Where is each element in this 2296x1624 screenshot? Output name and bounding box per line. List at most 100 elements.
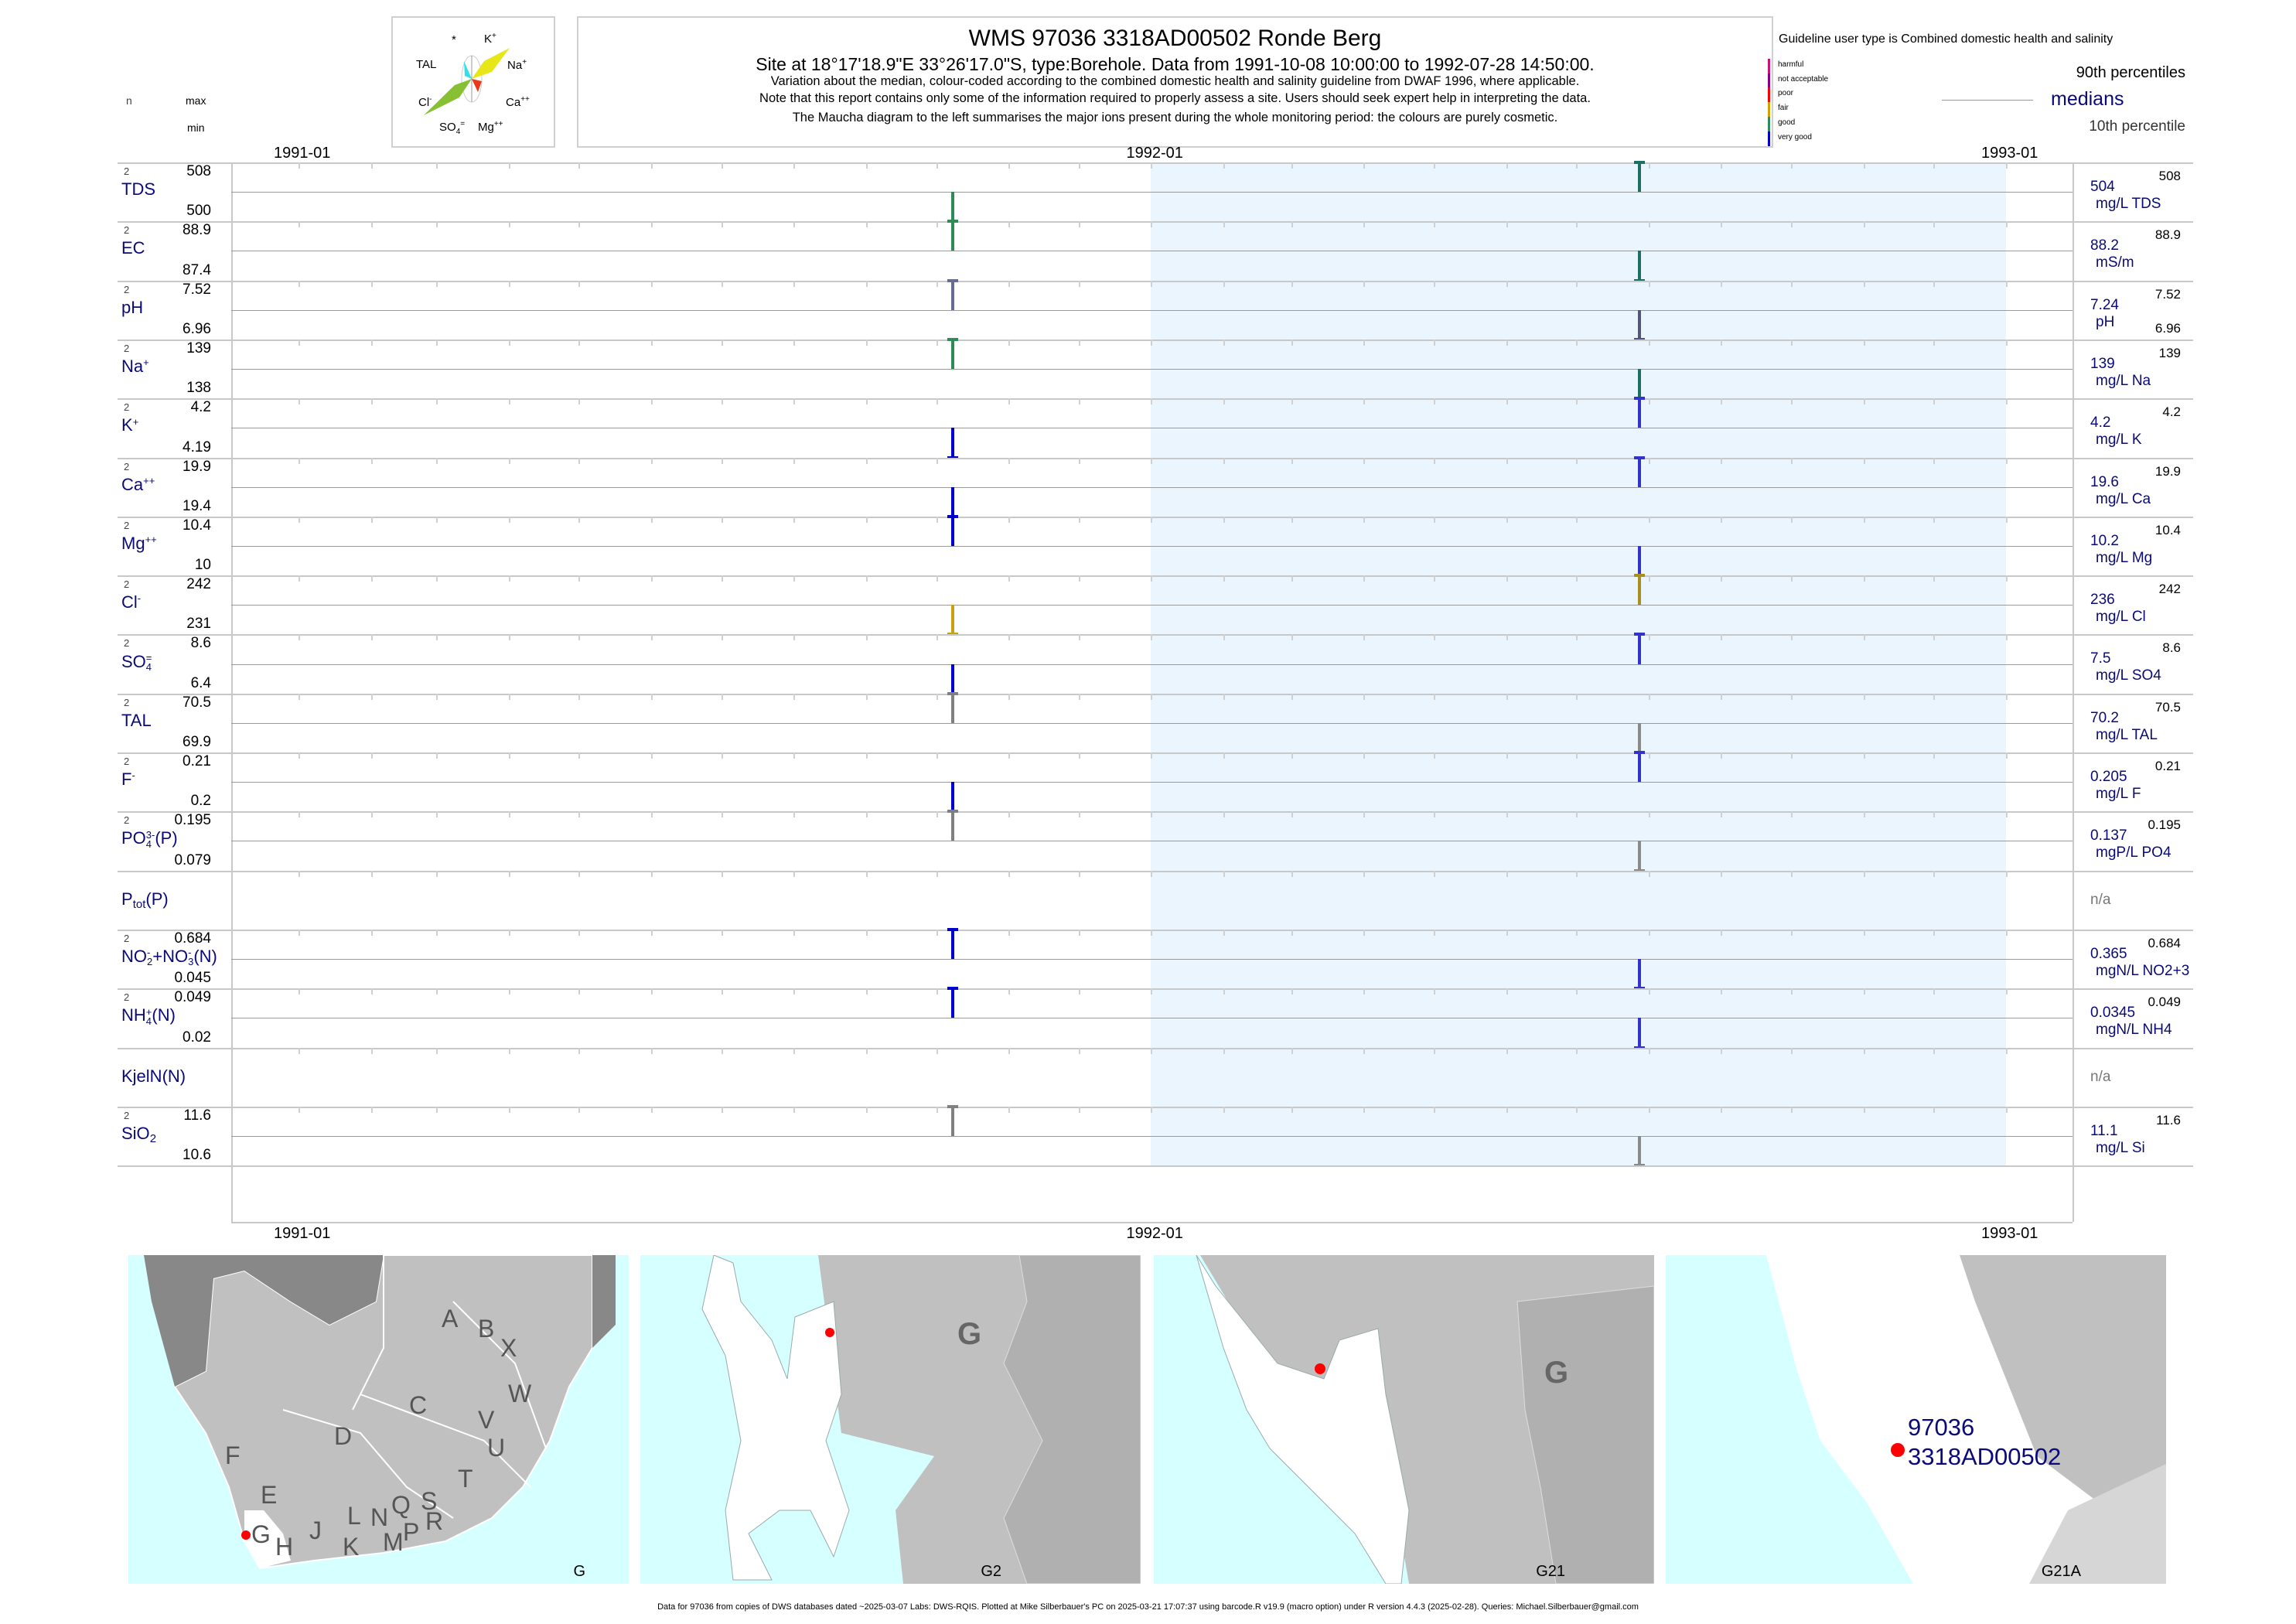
month-tick — [865, 752, 868, 759]
month-tick — [1648, 221, 1650, 228]
row-count: 2 — [124, 1109, 130, 1121]
month-tick — [1791, 752, 1793, 759]
row-unit: mgN/L NH4 — [2096, 1022, 2172, 1039]
row-parameter-name: SO = 4 — [121, 652, 152, 672]
month-tick — [1223, 988, 1226, 995]
month-tick — [651, 870, 653, 877]
legend-class-label: harmful — [1778, 60, 1804, 69]
name-sup-sub: - — [138, 593, 141, 612]
month-tick — [1933, 221, 1936, 228]
month-tick — [299, 280, 300, 287]
row-unit: mgP/L PO4 — [2096, 844, 2171, 861]
month-tick — [436, 752, 438, 759]
month-tick — [1933, 634, 1936, 641]
month-tick — [1506, 575, 1508, 582]
month-tick — [1151, 929, 1153, 936]
row-min: 231 — [186, 616, 211, 633]
month-tick — [721, 811, 723, 818]
month-tick — [865, 221, 868, 228]
month-tick — [1291, 339, 1293, 346]
month-tick — [1506, 1047, 1508, 1054]
row-max: 139 — [186, 339, 211, 357]
month-tick — [1291, 988, 1293, 995]
month-tick — [936, 280, 938, 287]
region-letter: J — [309, 1517, 322, 1544]
x-tick-label-top: 1992-01 — [1126, 145, 1183, 162]
row-median-line — [231, 664, 2073, 665]
month-tick — [1223, 280, 1226, 287]
row-right-max: 242 — [2158, 582, 2181, 597]
month-tick — [2006, 752, 2008, 759]
month-tick — [578, 988, 581, 995]
month-tick — [2006, 929, 2008, 936]
region-letter: T — [458, 1465, 473, 1493]
month-tick — [1291, 280, 1293, 287]
month-tick — [1506, 221, 1508, 228]
month-tick — [865, 339, 868, 346]
month-tick — [1223, 575, 1226, 582]
month-tick — [299, 516, 300, 523]
month-tick — [1151, 398, 1153, 405]
sample-bar — [1637, 162, 1641, 193]
name-sup-sub: ++ — [145, 534, 157, 554]
row-right-max: 88.9 — [2154, 227, 2181, 243]
site-subtitle: Site at 18°17'18.9"E 33°26'17.0"S, type:… — [756, 54, 1595, 74]
maucha-diagram: * K+ TAL Na+ Cl- Ca++ SO4= Mg++ — [391, 16, 555, 148]
month-tick — [1791, 1047, 1793, 1054]
month-tick — [299, 162, 300, 169]
month-tick — [721, 693, 723, 700]
name-superscript: ++ — [145, 534, 157, 546]
month-tick — [1433, 929, 1435, 936]
month-tick — [651, 1106, 653, 1113]
sample-bar — [950, 192, 954, 222]
month-tick — [1648, 752, 1650, 759]
month-tick — [508, 398, 510, 405]
row-divider — [118, 398, 2193, 401]
name-part: EC — [121, 238, 145, 258]
month-tick — [1721, 1106, 1723, 1113]
month-tick — [508, 693, 510, 700]
month-tick — [1576, 398, 1578, 405]
row-unit: mg/L SO4 — [2096, 667, 2161, 684]
month-tick — [370, 634, 373, 641]
month-tick — [1791, 280, 1793, 287]
month-tick — [1791, 575, 1793, 582]
month-tick — [1151, 339, 1153, 346]
row-divider — [118, 752, 2193, 754]
month-tick — [1078, 988, 1080, 995]
month-tick — [1648, 1047, 1650, 1054]
maucha-cl-sector — [424, 79, 472, 115]
row-right-max: 0.049 — [2148, 995, 2181, 1010]
month-tick — [1791, 870, 1793, 877]
row-divider — [118, 162, 2193, 164]
month-tick — [1648, 929, 1650, 936]
row-count: 2 — [124, 342, 130, 354]
month-tick — [2006, 1047, 2008, 1054]
name-part: (P) — [145, 889, 169, 909]
month-tick — [2006, 811, 2008, 818]
name-subscript — [131, 780, 135, 790]
sample-cap — [1633, 397, 1645, 401]
month-tick — [508, 1106, 510, 1113]
month-tick — [1648, 398, 1650, 405]
month-tick — [1151, 634, 1153, 641]
month-tick — [1648, 575, 1650, 582]
month-tick — [1223, 339, 1226, 346]
month-tick — [578, 870, 581, 877]
sample-bar — [1637, 309, 1641, 339]
name-superscript: - — [188, 947, 192, 959]
name-subscript: 4 — [145, 1015, 152, 1027]
row-parameter-name: Mg ++ — [121, 534, 157, 554]
site-marker — [825, 1328, 834, 1337]
row-max: 4.2 — [190, 399, 211, 416]
month-tick — [1506, 929, 1508, 936]
month-tick — [1433, 398, 1435, 405]
row-min: 138 — [186, 380, 211, 397]
month-tick — [865, 988, 868, 995]
month-tick — [1151, 280, 1153, 287]
sample-cap — [947, 514, 958, 518]
plot-bottom-border — [231, 1222, 2073, 1223]
name-sup-sub: +4 — [145, 1007, 152, 1027]
month-tick — [370, 339, 373, 346]
month-tick — [370, 811, 373, 818]
